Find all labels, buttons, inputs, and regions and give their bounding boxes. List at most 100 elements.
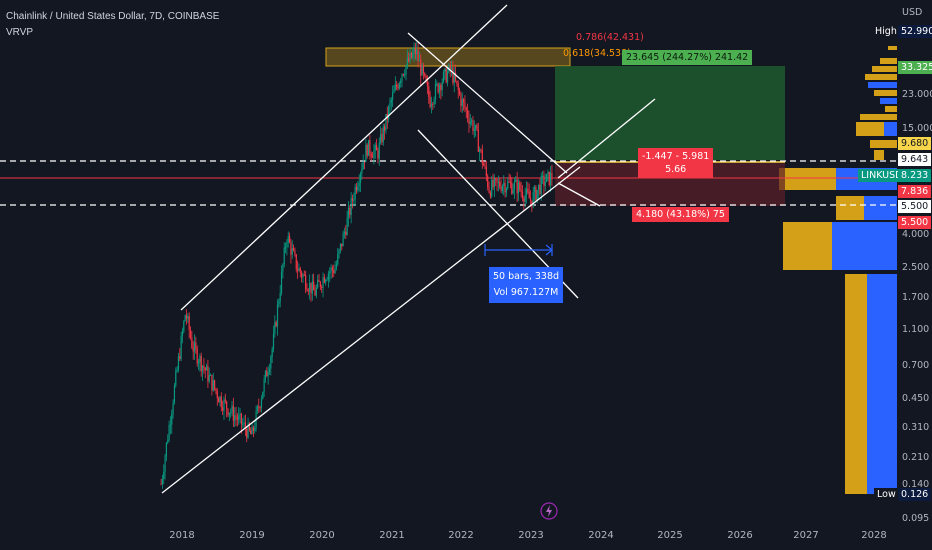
- candle-body: [329, 271, 331, 274]
- target-info-box[interactable]: 23.645 (244.27%) 241.42: [622, 50, 753, 65]
- candle-body: [543, 175, 545, 186]
- candle-body: [280, 271, 283, 293]
- descending-upper-line[interactable]: [407, 32, 568, 174]
- candle-body: [342, 233, 344, 247]
- x-tick: 2020: [309, 530, 335, 541]
- candle-body: [432, 103, 434, 105]
- candle-body: [165, 442, 168, 457]
- candle-body: [422, 65, 425, 74]
- stop-extension-line[interactable]: [557, 182, 601, 207]
- candle-body: [544, 181, 546, 186]
- candle-body: [441, 82, 443, 91]
- candle-body: [218, 398, 220, 403]
- projection-line[interactable]: [557, 98, 656, 179]
- candle-body: [410, 52, 412, 58]
- stop-info-box[interactable]: 4.180 (43.18%) 75: [632, 207, 729, 222]
- candle-body: [276, 304, 279, 327]
- x-tick: 2023: [518, 530, 544, 541]
- candle-body: [488, 187, 490, 193]
- candle-body: [288, 236, 291, 243]
- candle-body: [489, 192, 491, 197]
- candle-body: [408, 57, 410, 62]
- candle-body: [234, 415, 236, 421]
- candle-body: [378, 142, 380, 159]
- y-tick: 0.140: [902, 479, 930, 490]
- date-range-arrow[interactable]: [484, 244, 553, 256]
- date-range-info-box[interactable]: 50 bars, 338d Vol 967.127M: [489, 267, 564, 303]
- candle-body: [330, 267, 332, 272]
- candle-body: [418, 60, 421, 62]
- candle-body: [191, 337, 193, 348]
- candle-body: [520, 189, 522, 192]
- candle-body: [540, 175, 542, 194]
- candle-body: [547, 171, 549, 175]
- candle-body: [282, 264, 284, 272]
- channel-lower-line[interactable]: [161, 166, 581, 494]
- volume-profile: [779, 25, 897, 494]
- y-tick: 2.500: [902, 262, 930, 273]
- candle-body: [529, 198, 532, 201]
- candle-body: [286, 242, 288, 248]
- candle-body: [232, 405, 234, 421]
- candle-body: [184, 315, 186, 322]
- candle-body: [523, 198, 525, 202]
- candle-body: [215, 388, 217, 391]
- candle-body: [172, 403, 174, 414]
- candle-body: [317, 280, 319, 288]
- candle-body: [365, 144, 367, 162]
- candle-body: [468, 117, 470, 124]
- candle-body: [519, 182, 521, 190]
- candle-body: [290, 242, 292, 255]
- candle-body: [338, 249, 340, 255]
- candle-body: [536, 189, 538, 200]
- candle-body: [319, 281, 321, 287]
- candle-body: [444, 68, 446, 72]
- lightning-icon[interactable]: [540, 502, 558, 520]
- vp-bar: [884, 122, 897, 136]
- candle-body: [209, 374, 212, 376]
- candle-body: [231, 405, 233, 412]
- candle-body: [515, 179, 517, 182]
- candle-body: [504, 183, 506, 193]
- candle-body: [452, 67, 454, 83]
- candle-body: [416, 49, 418, 54]
- candle-body: [235, 415, 237, 418]
- candle-body: [426, 82, 429, 87]
- candle-body: [420, 60, 422, 76]
- candle-body: [216, 390, 218, 399]
- candle-body: [228, 412, 230, 416]
- channel-upper-line[interactable]: [180, 4, 508, 311]
- center-info-box[interactable]: -1.447 - 5.981 5.66: [638, 148, 714, 178]
- candle-body: [346, 217, 348, 235]
- candle-body: [413, 48, 415, 54]
- candle-body: [311, 281, 313, 294]
- candle-body: [331, 267, 334, 271]
- candle-body: [370, 153, 372, 157]
- candle-body: [274, 322, 276, 334]
- y-tick: 23.000: [902, 89, 932, 100]
- candle-body: [465, 108, 467, 110]
- vp-bar: [865, 74, 897, 80]
- candle-body: [294, 250, 296, 255]
- candle-body: [496, 179, 498, 183]
- candle-body: [548, 171, 550, 186]
- candle-body: [200, 355, 202, 372]
- candle-body: [500, 186, 502, 191]
- candle-body: [279, 292, 281, 302]
- candle-body: [541, 175, 544, 177]
- candle-body: [464, 102, 466, 109]
- candle-body: [545, 174, 548, 182]
- candle-body: [168, 425, 170, 441]
- long-target-zone[interactable]: [555, 66, 785, 160]
- indicator-label[interactable]: VRVP: [6, 27, 34, 38]
- candle-body: [507, 181, 509, 189]
- dashed-upper-badge: 9.643: [898, 153, 932, 166]
- candle-body: [375, 145, 378, 151]
- candle-body: [208, 375, 210, 382]
- candle-body: [396, 84, 398, 87]
- candle-body: [425, 75, 427, 83]
- y-tick: 1.700: [902, 292, 930, 303]
- fib-zone[interactable]: [325, 47, 571, 67]
- candle-body: [377, 150, 379, 159]
